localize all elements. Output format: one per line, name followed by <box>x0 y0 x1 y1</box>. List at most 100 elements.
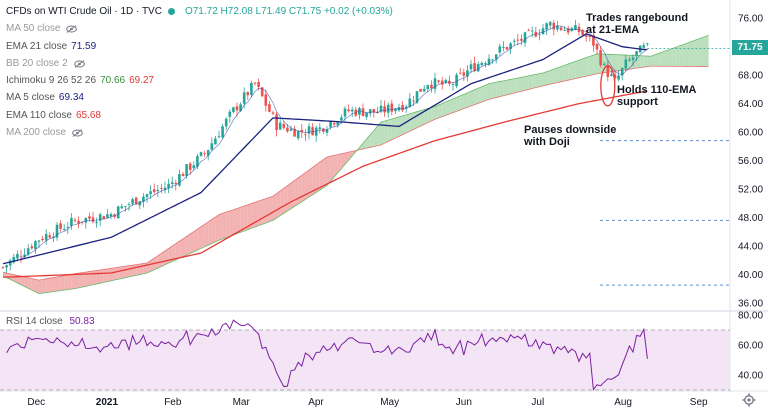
ichimoku-cloud-segment <box>294 177 299 207</box>
legend-name: MA 50 close <box>6 23 61 35</box>
x-tick-label: Jun <box>456 397 472 408</box>
ichimoku-cloud-segment <box>575 60 579 79</box>
candle-body <box>48 235 52 238</box>
x-tick-label: Jul <box>531 397 544 408</box>
candle-body <box>300 130 304 133</box>
candle-body <box>412 100 415 102</box>
candle-body <box>548 21 552 26</box>
candle-body <box>631 57 635 60</box>
ichimoku-cloud-segment <box>233 208 237 235</box>
candle-body <box>206 150 210 156</box>
ichimoku-cloud-segment <box>24 276 29 289</box>
candle-body <box>487 58 491 65</box>
candle-body <box>444 79 448 83</box>
candle-body <box>37 240 41 242</box>
candle-body <box>386 104 390 113</box>
candle-body <box>95 222 98 224</box>
ichimoku-cloud-segment <box>489 82 493 100</box>
ichimoku-cloud-segment <box>172 243 176 262</box>
ichimoku-cloud-segment <box>262 198 266 225</box>
doji-highlight-ellipse <box>600 65 616 107</box>
candle-body <box>588 36 592 37</box>
legend-title-row: CFDs on WTI Crude Oil · 1D · TVC O71.72 … <box>6 3 393 20</box>
ichimoku-cloud-segment <box>201 224 205 249</box>
candle-body <box>134 197 138 205</box>
candle-body <box>44 234 48 241</box>
ichimoku-cloud-segment <box>514 78 518 94</box>
ichimoku-cloud-segment <box>316 162 320 193</box>
candle-body <box>372 109 376 113</box>
ichimoku-cloud-segment <box>690 40 695 67</box>
candle-body <box>494 54 498 60</box>
legend-row[interactable]: MA 5 close 69.34 <box>6 89 393 106</box>
candle-body <box>419 89 422 92</box>
ichimoku-cloud-segment <box>370 130 374 148</box>
ichimoku-cloud-segment <box>283 185 288 214</box>
candle-body <box>98 214 102 221</box>
hidden-eye-icon[interactable] <box>66 25 78 33</box>
candle-body <box>170 182 174 184</box>
ichimoku-cloud-segment <box>557 66 561 83</box>
candle-body <box>142 196 145 202</box>
ichimoku-cloud-segment <box>517 77 522 93</box>
hidden-eye-icon[interactable] <box>72 128 83 137</box>
legend-row[interactable]: MA 200 close <box>6 124 393 141</box>
ichimoku-cloud-segment <box>496 81 500 98</box>
legend-row[interactable]: MA 50 close <box>6 20 393 37</box>
x-tick-label: Mar <box>233 397 251 408</box>
y-tick-label: 60.00 <box>738 128 763 139</box>
candle-body <box>307 126 311 134</box>
candle-body <box>635 51 638 56</box>
candle-body <box>365 112 368 117</box>
ichimoku-cloud-segment <box>39 279 43 294</box>
ichimoku-span-b <box>2 34 709 295</box>
legend-row[interactable]: Ichimoku 9 26 52 26 70.66 69.27 <box>6 72 393 89</box>
candle-body <box>350 109 354 112</box>
ichimoku-cloud-segment <box>237 207 241 234</box>
ichimoku-cloud-segment <box>589 55 594 76</box>
legend-name: Ichimoku 9 26 52 26 <box>6 75 97 87</box>
candle-body <box>131 199 134 204</box>
candle-body <box>214 138 217 145</box>
candle-body <box>343 108 347 117</box>
candle-body <box>26 248 30 255</box>
ichimoku-cloud-segment <box>265 197 270 223</box>
annotation-rangebound-line1: Trades rangebound <box>586 12 689 24</box>
ichimoku-cloud-segment <box>409 112 414 132</box>
ichimoku-cloud-segment <box>571 61 576 80</box>
candle-body <box>458 72 462 74</box>
legend-row[interactable]: EMA 21 close 71.59 <box>6 38 393 55</box>
candle-body <box>559 27 563 31</box>
y-tick-label: 52.00 <box>738 185 763 196</box>
ichimoku-cloud-segment <box>424 108 428 125</box>
gear-icon[interactable] <box>742 393 756 407</box>
symbol-title[interactable]: CFDs on WTI Crude Oil · 1D · TVC <box>6 6 162 17</box>
ichimoku-cloud-segment <box>118 266 122 280</box>
candle-body <box>469 64 473 70</box>
ichimoku-cloud-segment <box>373 126 378 147</box>
candle-body <box>440 80 444 85</box>
candle-body <box>278 122 282 130</box>
ichimoku-cloud-segment <box>255 201 259 227</box>
candle-body <box>70 217 73 226</box>
candle-body <box>127 204 131 206</box>
legend-row[interactable]: BB 20 close 2 <box>6 55 393 72</box>
ichimoku-cloud-segment <box>406 113 410 133</box>
hidden-eye-icon[interactable] <box>73 59 85 68</box>
candle-body <box>232 107 235 113</box>
legend-row[interactable]: EMA 110 close 65.68 <box>6 107 393 124</box>
x-tick-label: May <box>380 397 399 408</box>
candle-body <box>390 103 394 112</box>
ichimoku-cloud-segment <box>93 270 97 285</box>
candle-body <box>426 85 430 90</box>
ichimoku-cloud-segment <box>478 86 482 104</box>
candle-body <box>642 45 646 48</box>
candle-body <box>322 128 325 132</box>
candle-body <box>275 114 278 131</box>
ichimoku-cloud-segment <box>121 266 126 279</box>
candle-body <box>1 267 5 268</box>
candle-body <box>556 25 559 30</box>
candle-body <box>30 246 34 249</box>
candle-body <box>102 216 106 220</box>
